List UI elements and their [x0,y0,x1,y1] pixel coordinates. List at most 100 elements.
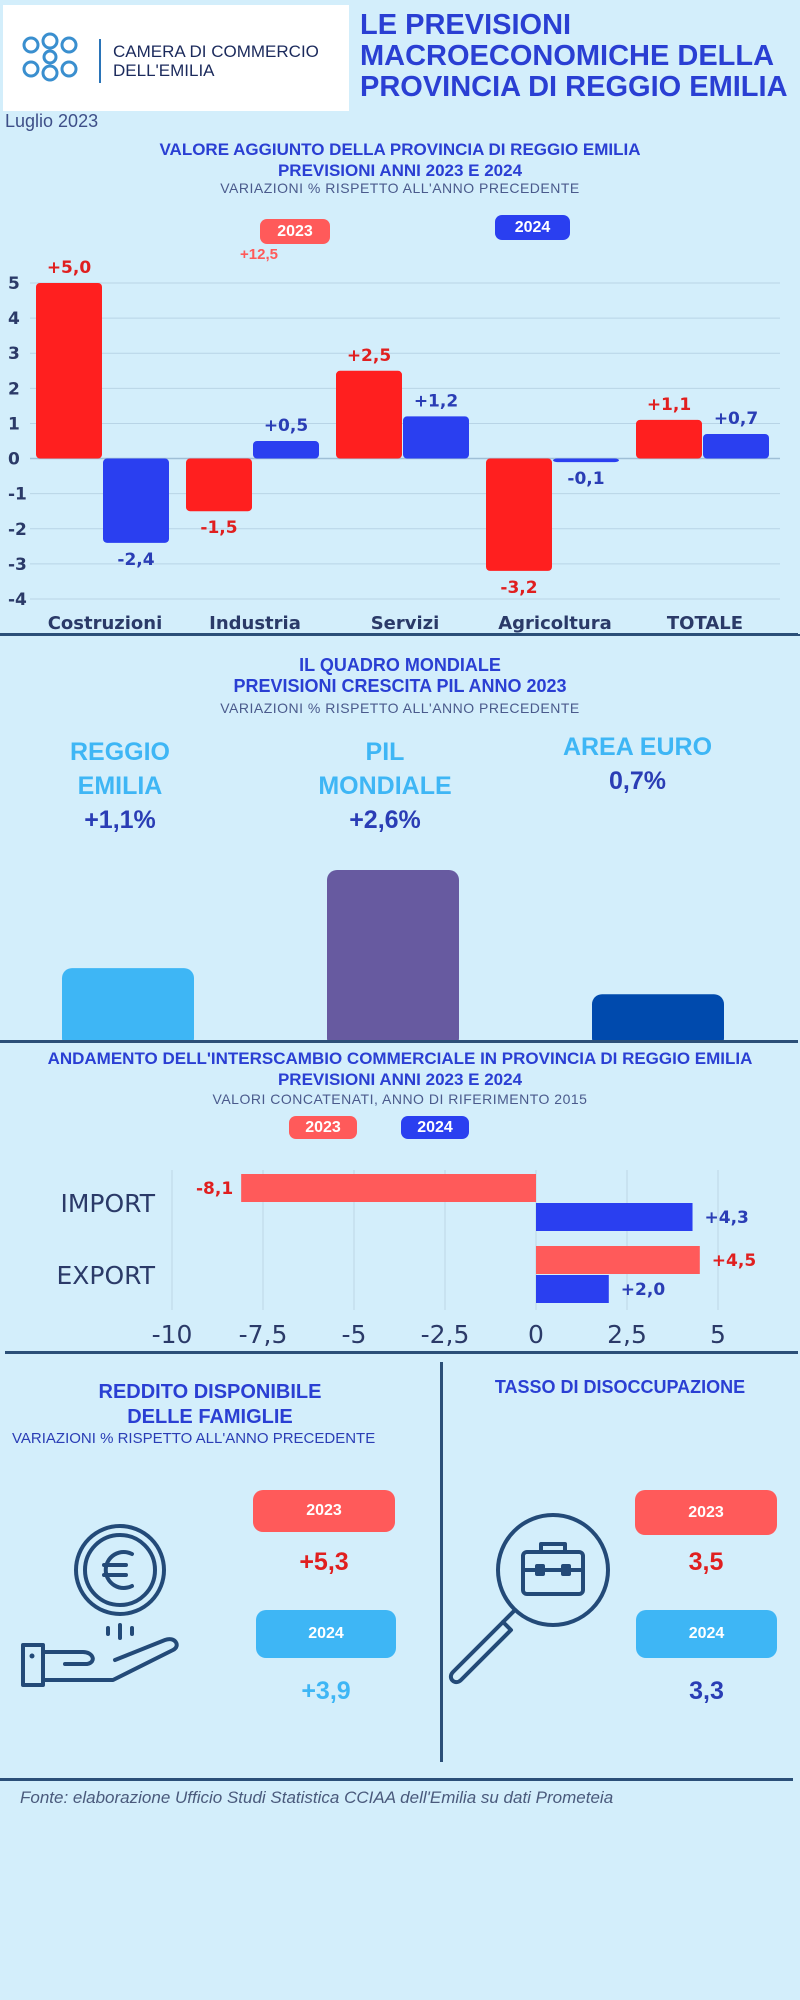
section1-title-line-1: VALORE AGGIUNTO DELLA PROVINCIA DI REGGI… [159,140,641,159]
data-label: +2,0 [621,1280,666,1300]
section3-title: ANDAMENTO DELL'INTERSCAMBIO COMMERCIALE … [0,1048,800,1090]
bar-2024 [403,416,469,459]
data-label: +0,5 [264,416,308,436]
x-tick-label: 5 [710,1320,726,1349]
data-label: +0,7 [714,409,758,429]
section-divider-2 [0,1040,798,1043]
page-title: LE PREVISIONI MACROECONOMICHE DELLA PROV… [360,10,800,103]
income-2024-badge: 2024 [256,1610,396,1658]
y-tick-label: 2 [8,379,20,399]
logo-text-line-2: DELL'EMILIA [113,61,215,80]
section1-title-line-2: PREVISIONI ANNI 2023 E 2024 [277,161,523,180]
magnifier-briefcase-icon [448,1513,610,1685]
chamber-logo-icon [22,32,78,82]
unemployment-2023-value: 3,5 [688,1548,724,1576]
data-label: +2,5 [347,346,391,366]
area-euro-value: 0,7% [609,767,666,795]
euro-hand-icon [21,1524,179,1687]
y-tick-label: 1 [8,414,20,434]
source-note: Fonte: elaborazione Ufficio Studi Statis… [20,1788,614,1807]
y-tick-label: -4 [8,590,27,610]
x-category-label: TOTALE [667,613,743,634]
data-label: +4,5 [712,1251,756,1271]
value-added-chart: 5 4 3 2 1 0 -1 -2 -3 -4 Costruzioni +5,0 -2,4 Industr… [0,260,800,636]
pil-mondiale-label-line-2: MONDIALE [318,772,452,800]
pil-mondiale-label-line-1: PIL [365,738,405,766]
x-tick-label: -5 [342,1320,367,1349]
income-2023-badge: 2023 [253,1490,395,1532]
gdp-bar [592,994,724,1040]
bar-2023 [241,1174,536,1202]
income-title-line-2: DELLE FAMIGLIE [127,1406,293,1428]
x-category-label: Servizi [371,613,440,634]
data-label: +1,1 [647,395,691,415]
title-line-2: MACROECONOMICHE DELLA [360,40,775,72]
section1-subtitle: VARIAZIONI % RISPETTO ALL'ANNO PRECEDENT… [220,180,580,196]
section2-title: IL QUADRO MONDIALE PREVISIONI CRESCITA P… [0,655,800,697]
bar-2023 [636,419,702,459]
y-tick-label: -2 [8,520,27,540]
x-tick-label: -10 [152,1320,193,1349]
legend-2024: 2024 [495,215,570,240]
y-category-label: IMPORT [60,1189,155,1218]
title-line-1: LE PREVISIONI [360,9,572,41]
y-tick-label: -1 [8,485,27,505]
section3-subtitle: VALORI CONCATENATI, ANNO DI RIFERIMENTO … [212,1091,588,1107]
x-tick-label: -2,5 [421,1320,470,1349]
x-category-label: Costruzioni [48,613,163,634]
bar-2023 [186,458,252,512]
bar-2023 [486,458,552,571]
x-tick-label: -7,5 [239,1320,288,1349]
unemployment-title: TASSO DI DISOCCUPAZIONE [494,1377,746,1397]
title-line-3: PROVINCIA DI REGGIO EMILIA [360,71,788,103]
section-divider-1 [0,633,798,636]
pil-mondiale-label: PIL MONDIALE [285,735,485,803]
bar-2024 [703,433,769,459]
y-tick-label: 0 [8,450,20,470]
bar-2023 [536,1246,700,1274]
income-title-line-1: REDDITO DISPONIBILE [98,1381,322,1403]
data-label: -3,2 [500,578,537,598]
section3-title-line-1: ANDAMENTO DELL'INTERSCAMBIO COMMERCIALE … [47,1049,753,1068]
trade-legend-2023: 2023 [289,1116,357,1139]
bar-2024 [553,458,619,463]
x-tick-label: 0 [528,1320,544,1349]
income-2024-value: +3,9 [301,1677,351,1705]
section-divider-3 [5,1351,798,1354]
unemployment-2024-badge: 2024 [636,1610,777,1658]
data-label: -1,5 [200,518,237,538]
bar-2024 [536,1203,693,1231]
section3-title-line-2: PREVISIONI ANNI 2023 E 2024 [277,1070,523,1089]
reggio-emilia-label-line-2: EMILIA [77,772,163,800]
income-subtitle: VARIAZIONI % RISPETTO ALL'ANNO PRECEDENT… [12,1430,376,1447]
data-label: -2,4 [117,550,154,570]
unemployment-2024-value: 3,3 [689,1677,724,1705]
reggio-emilia-label: REGGIO EMILIA [40,735,200,803]
logo-box: CAMERA DI COMMERCIO DELL'EMILIA [3,5,349,111]
bar-2024 [103,458,169,543]
data-label: -8,1 [196,1179,233,1199]
vertical-divider [440,1362,443,1762]
unemployment-2023-badge: 2023 [635,1490,777,1535]
bar-2024 [253,441,319,459]
section2-title-line-2: PREVISIONI CRESCITA PIL ANNO 2023 [233,676,567,696]
data-label: -0,1 [567,469,604,489]
data-label: +1,2 [414,391,458,411]
bar-2023 [336,370,402,459]
report-date: Luglio 2023 [5,111,99,131]
gdp-bar [62,968,194,1040]
world-gdp-chart [62,870,724,1040]
x-tick-label: 2,5 [607,1320,647,1349]
reggio-emilia-label-line-1: REGGIO [69,738,170,766]
logo-separator [99,39,101,83]
y-tick-label: 5 [8,274,20,294]
section2-subtitle: VARIAZIONI % RISPETTO ALL'ANNO PRECEDENT… [220,700,580,716]
area-euro-label: AREA EURO [562,733,713,761]
gdp-bar [327,870,459,1040]
reggio-emilia-value: +1,1% [84,806,156,834]
y-category-label: EXPORT [57,1261,156,1290]
trade-chart: -10 -7,5 -5 -2,5 0 2,5 5 IMPORT -8,1 +4,3 EXPORT +4… [57,1170,756,1349]
y-tick-label: -3 [8,555,27,575]
section-divider-4 [0,1778,793,1781]
x-category-label: Industria [209,613,301,634]
